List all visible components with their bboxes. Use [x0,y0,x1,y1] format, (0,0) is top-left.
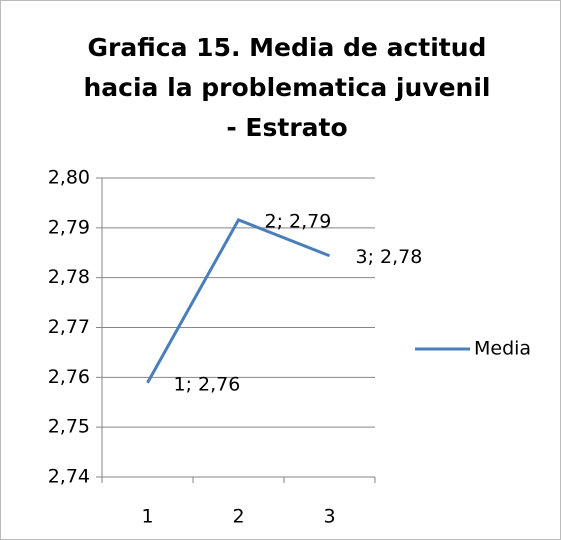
series-line [146,217,331,384]
y-tick-label: 2,77 [48,316,90,338]
data-label: 2; 2,79 [265,210,332,232]
y-tick-label: 2,79 [48,216,90,238]
y-tick-label: 2,76 [48,366,90,388]
data-label: 3; 2,78 [356,246,423,268]
legend-label: Media [474,338,531,360]
y-tick-label: 2,75 [48,416,90,438]
x-tick-label: 1 [141,506,153,528]
y-tick-label: 2,80 [48,167,90,189]
data-label: 1; 2,76 [174,373,241,395]
x-tick-label: 3 [323,506,335,528]
y-tick-label: 2,78 [48,266,90,288]
x-tick-label: 2 [232,506,244,528]
y-tick-label: 2,74 [48,466,90,488]
chart-title: Grafica 15. Media de actitud hacia la pr… [83,33,491,142]
